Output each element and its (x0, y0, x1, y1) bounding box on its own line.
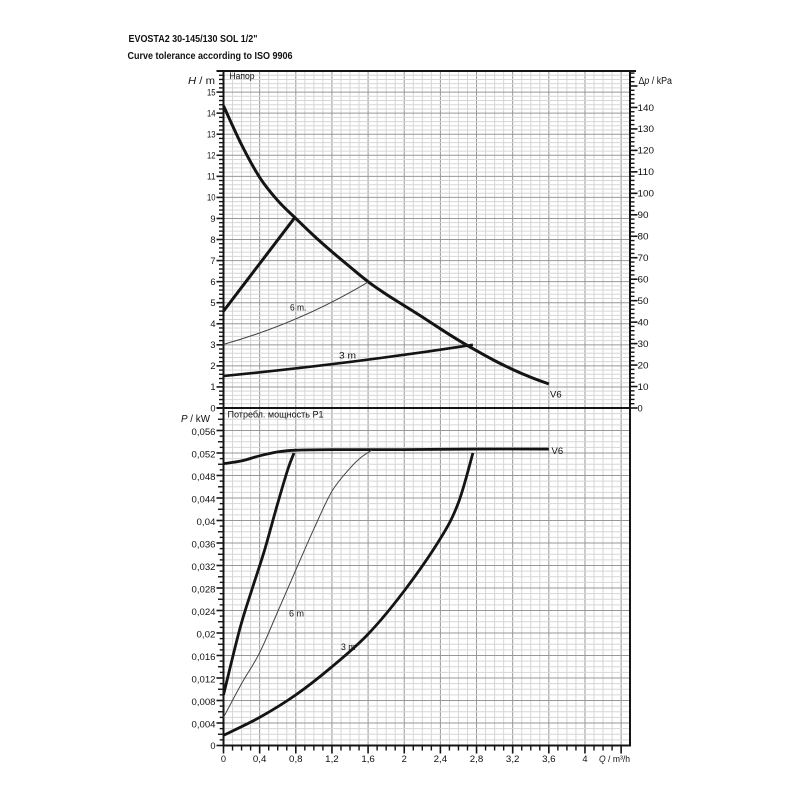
svg-text:Напор: Напор (230, 71, 255, 81)
svg-text:0,032: 0,032 (192, 562, 216, 572)
svg-text:4: 4 (210, 319, 215, 329)
svg-text:120: 120 (638, 146, 655, 156)
svg-text:10: 10 (638, 382, 649, 392)
svg-text:0,004: 0,004 (192, 719, 216, 729)
svg-text:0,028: 0,028 (192, 584, 216, 594)
svg-text:0: 0 (210, 403, 215, 413)
svg-text:6: 6 (210, 277, 215, 287)
svg-text:1,2: 1,2 (325, 754, 339, 764)
svg-text:6 m.: 6 m. (290, 303, 306, 313)
svg-text:0,8: 0,8 (289, 754, 303, 764)
svg-text:1: 1 (210, 382, 215, 392)
svg-text:0,008: 0,008 (192, 697, 216, 707)
svg-text:3,2: 3,2 (506, 754, 520, 764)
svg-text:30: 30 (638, 339, 649, 349)
svg-text:0,4: 0,4 (253, 754, 267, 764)
svg-text:3 m: 3 m (339, 351, 356, 361)
svg-text:Q / m³/h: Q / m³/h (599, 754, 630, 764)
svg-text:1,6: 1,6 (361, 754, 375, 764)
svg-text:0,04: 0,04 (197, 517, 216, 527)
svg-text:0,016: 0,016 (192, 652, 216, 662)
svg-text:0,036: 0,036 (192, 539, 216, 549)
svg-text:90: 90 (638, 210, 649, 220)
svg-text:110: 110 (638, 167, 655, 177)
svg-text:2: 2 (210, 361, 215, 371)
svg-text:2: 2 (402, 754, 407, 764)
svg-text:0: 0 (221, 754, 226, 764)
svg-text:H / m: H / m (188, 76, 215, 87)
svg-text:0: 0 (638, 403, 643, 413)
svg-text:0,056: 0,056 (192, 427, 216, 437)
svg-text:Потребл. мощность P1: Потребл. мощность P1 (228, 410, 324, 420)
svg-text:3,6: 3,6 (542, 754, 556, 764)
svg-text:5: 5 (210, 298, 215, 308)
svg-text:3 m: 3 m (341, 642, 356, 652)
svg-text:11: 11 (207, 172, 216, 182)
svg-text:2,4: 2,4 (434, 754, 448, 764)
svg-text:EVOSTA2 30-145/130 SOL 1/2": EVOSTA2 30-145/130 SOL 1/2" (129, 33, 258, 45)
svg-text:14: 14 (207, 108, 216, 118)
svg-text:60: 60 (638, 274, 649, 284)
svg-text:0,048: 0,048 (192, 472, 216, 482)
svg-text:Curve tolerance according to I: Curve tolerance according to ISO 9906 (128, 50, 293, 62)
svg-text:9: 9 (210, 214, 215, 224)
svg-text:2,8: 2,8 (470, 754, 484, 764)
svg-text:10: 10 (207, 193, 216, 203)
svg-text:P / kW: P / kW (181, 414, 211, 425)
svg-text:0,02: 0,02 (197, 629, 216, 639)
svg-text:0: 0 (210, 741, 215, 751)
svg-text:130: 130 (638, 124, 655, 134)
svg-text:4: 4 (582, 754, 587, 764)
svg-text:15: 15 (207, 87, 216, 97)
svg-text:80: 80 (638, 232, 649, 242)
svg-text:13: 13 (207, 130, 216, 140)
svg-text:40: 40 (638, 317, 649, 327)
svg-text:0,024: 0,024 (192, 607, 216, 617)
svg-text:100: 100 (638, 189, 655, 199)
svg-text:V6: V6 (552, 446, 564, 457)
svg-text:V6: V6 (550, 390, 562, 401)
svg-text:70: 70 (638, 253, 649, 263)
svg-text:12: 12 (207, 151, 216, 161)
svg-text:140: 140 (638, 103, 655, 113)
svg-text:8: 8 (210, 235, 215, 245)
svg-text:0,012: 0,012 (192, 674, 216, 684)
svg-text:6 m: 6 m (289, 609, 304, 619)
svg-text:0,052: 0,052 (192, 449, 216, 459)
svg-text:7: 7 (210, 256, 215, 266)
svg-text:20: 20 (638, 360, 649, 370)
svg-text:Δp / kPa: Δp / kPa (639, 76, 673, 87)
svg-text:3: 3 (210, 340, 215, 350)
svg-text:50: 50 (638, 296, 649, 306)
svg-text:0,044: 0,044 (192, 494, 216, 504)
